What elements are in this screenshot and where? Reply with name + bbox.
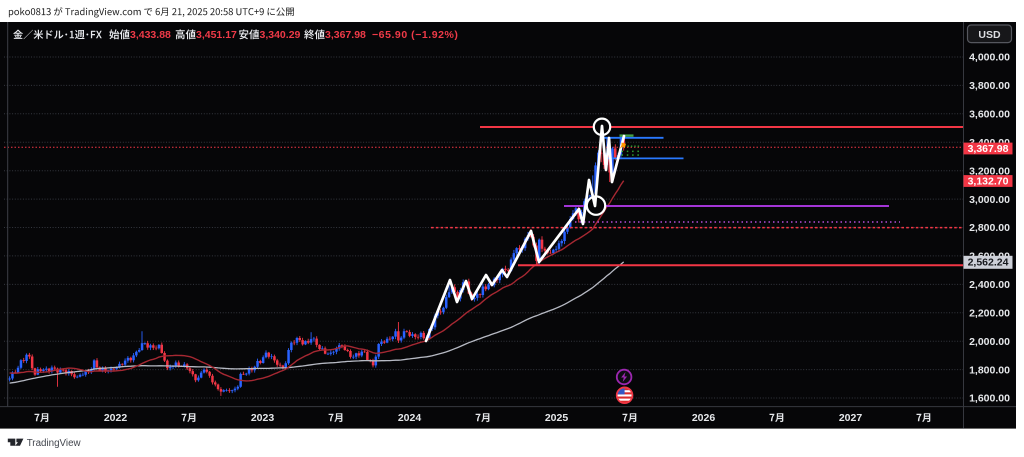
svg-text:2026: 2026 (692, 412, 716, 424)
svg-text:3,451.17: 3,451.17 (196, 29, 237, 41)
svg-text:3,000.00: 3,000.00 (969, 194, 1010, 206)
svg-text:2024: 2024 (398, 412, 422, 424)
svg-text:3,367.98: 3,367.98 (968, 143, 1009, 155)
svg-text:2023: 2023 (251, 412, 275, 424)
svg-text:4,000.00: 4,000.00 (969, 52, 1010, 64)
svg-text:2022: 2022 (104, 412, 128, 424)
svg-text:2,800.00: 2,800.00 (969, 222, 1010, 234)
svg-text:3,433.88: 3,433.88 (130, 29, 171, 41)
svg-text:3,200.00: 3,200.00 (969, 165, 1010, 177)
svg-text:3,800.00: 3,800.00 (969, 80, 1010, 92)
svg-text:3,367.98: 3,367.98 (325, 29, 366, 41)
svg-text:2,000.00: 2,000.00 (969, 336, 1010, 348)
svg-text:3,340.29: 3,340.29 (260, 29, 301, 41)
svg-text:2027: 2027 (839, 412, 863, 424)
svg-text:−65.90 (−1.92%): −65.90 (−1.92%) (372, 29, 458, 41)
svg-text:3,132.70: 3,132.70 (968, 176, 1009, 188)
svg-text:USD: USD (978, 29, 1001, 41)
svg-text:2,200.00: 2,200.00 (969, 308, 1010, 320)
svg-text:TradingView: TradingView (27, 438, 82, 449)
svg-text:1,800.00: 1,800.00 (969, 364, 1010, 376)
svg-text:1,600.00: 1,600.00 (969, 393, 1010, 405)
svg-text:2,562.24: 2,562.24 (968, 257, 1009, 269)
svg-text:3,600.00: 3,600.00 (969, 109, 1010, 121)
svg-text:2025: 2025 (545, 412, 569, 424)
svg-text:2,400.00: 2,400.00 (969, 279, 1010, 291)
